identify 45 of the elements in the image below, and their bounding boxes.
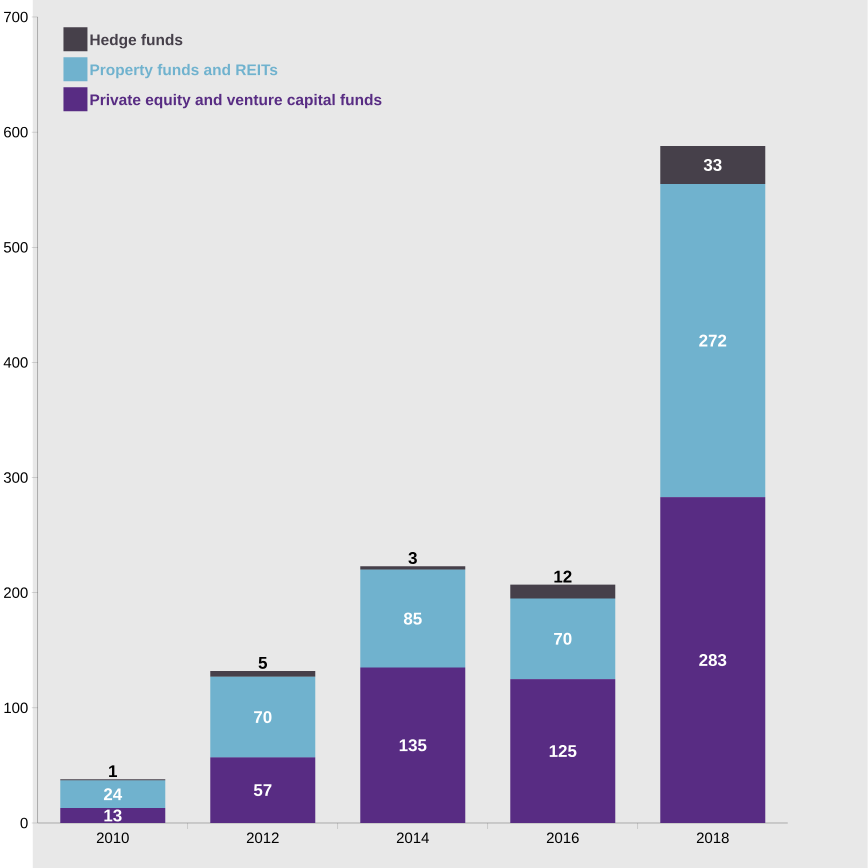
bar — [510, 598, 616, 680]
bar — [360, 566, 466, 570]
y-tick-label: 600 — [4, 126, 28, 138]
bar — [210, 757, 316, 823]
bar — [510, 584, 616, 598]
legend-label: Private equity and venture capital funds — [90, 94, 382, 108]
y-tick-label: 300 — [4, 472, 28, 483]
data-label: 3 — [408, 552, 417, 564]
data-label: 70 — [554, 632, 572, 645]
data-label: 24 — [104, 788, 122, 800]
bar — [360, 668, 466, 823]
y-tick-label: 0 — [20, 818, 28, 828]
data-label: 283 — [699, 654, 726, 666]
x-tick-label: 2018 — [697, 832, 729, 844]
data-label: 1 — [109, 765, 118, 778]
y-tick-label: 400 — [4, 357, 28, 368]
bar — [60, 780, 166, 808]
bar — [660, 184, 766, 498]
data-label: 5 — [258, 656, 268, 669]
legend-label: Hedge funds — [90, 34, 182, 48]
x-tick-label: 2014 — [397, 832, 430, 844]
y-tick-label: 700 — [4, 12, 28, 22]
data-label: 33 — [704, 158, 722, 171]
x-tick-label: 2012 — [247, 832, 279, 844]
data-label: 85 — [404, 612, 422, 625]
y-tick-label: 500 — [4, 242, 28, 253]
x-tick-label: 2016 — [547, 832, 579, 844]
data-label: 12 — [554, 570, 572, 582]
data-label: 272 — [699, 334, 726, 346]
data-label: 135 — [400, 739, 427, 752]
data-label: 57 — [254, 784, 272, 796]
bar — [210, 676, 316, 758]
data-label: 13 — [104, 810, 122, 822]
bar — [510, 679, 616, 823]
bar — [210, 671, 316, 677]
legend-label: Property funds and REITs — [90, 64, 278, 78]
y-tick-label: 100 — [4, 702, 28, 714]
bar — [660, 146, 766, 184]
x-tick-label: 2010 — [97, 832, 129, 844]
data-label: 125 — [550, 745, 577, 758]
bar — [360, 570, 466, 668]
bar — [60, 808, 166, 823]
y-tick-label: 200 — [4, 587, 28, 598]
data-label: 70 — [254, 711, 272, 724]
bar — [660, 497, 766, 823]
